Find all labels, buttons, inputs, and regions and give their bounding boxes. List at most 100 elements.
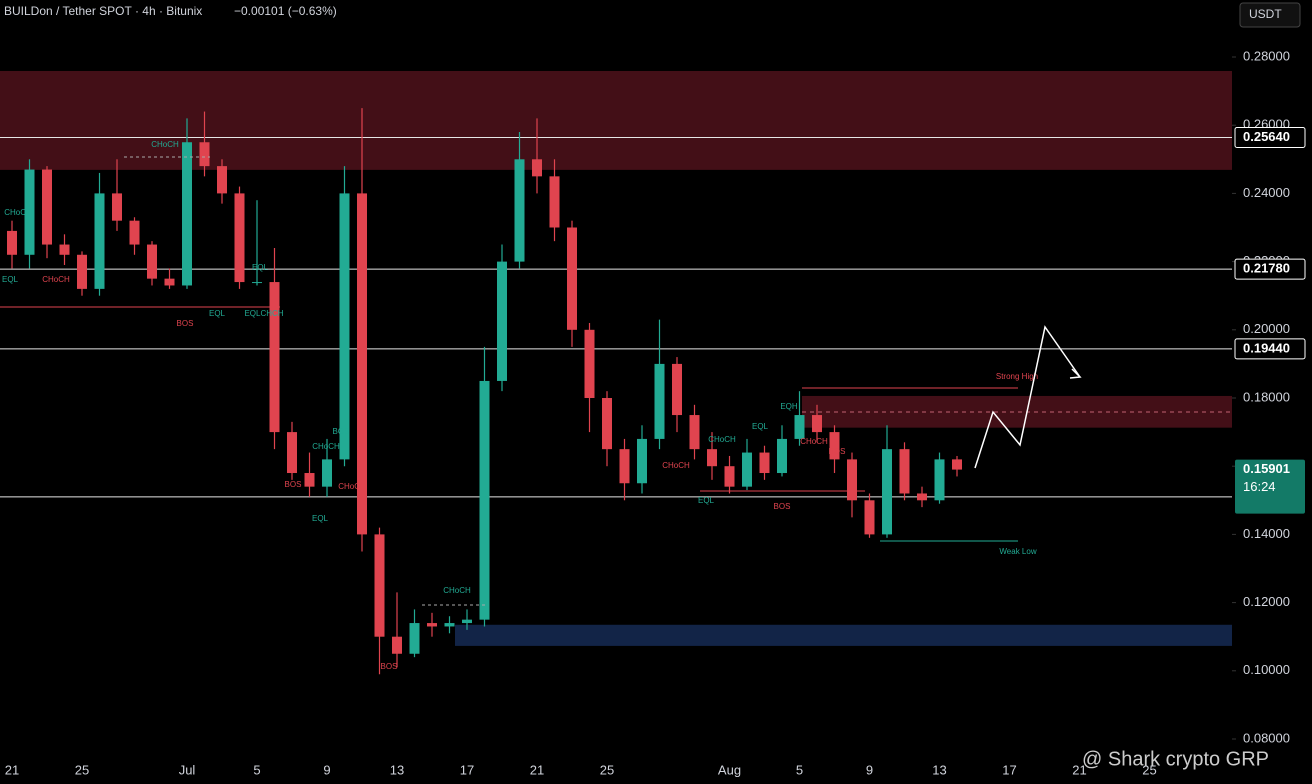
annotation: CHoCH <box>662 461 690 470</box>
annotation: EQL <box>698 496 715 505</box>
y-tick-label: 0.24000 <box>1243 185 1290 200</box>
candle-body <box>934 459 945 501</box>
countdown-label: 16:24 <box>1243 479 1276 494</box>
candle-body <box>759 452 770 474</box>
x-tick-label: 13 <box>390 762 404 777</box>
candle-body <box>794 415 805 439</box>
candle-body <box>584 329 595 398</box>
candle-body <box>742 452 752 487</box>
y-tick-label: 0.10000 <box>1243 662 1290 677</box>
candle-body <box>129 220 140 245</box>
structure-lines <box>0 156 1232 606</box>
annotation: EQH <box>780 402 798 411</box>
x-tick-label: 21 <box>530 762 544 777</box>
annotation: EQL <box>2 275 19 284</box>
zone <box>802 395 1232 428</box>
candle-body <box>234 193 245 283</box>
annotation: CHoCH <box>443 586 471 595</box>
x-tick-label: 9 <box>323 762 330 777</box>
watermark: @ Shark crypto GRP <box>1082 748 1269 770</box>
x-tick-label: 5 <box>253 762 260 777</box>
candle-body <box>77 254 87 289</box>
candle-body <box>252 282 262 284</box>
x-tick-label: Jul <box>179 762 196 777</box>
candle-body <box>549 176 560 228</box>
x-tick-label: 17 <box>460 762 474 777</box>
annotation: CHoCH <box>708 435 736 444</box>
candle-body <box>847 459 857 501</box>
annotation: Strong High <box>996 372 1038 381</box>
annotation: CHoCH <box>312 442 340 451</box>
candle-body <box>94 193 105 289</box>
candle-body <box>619 449 630 484</box>
x-tick-label: 25 <box>600 762 614 777</box>
candle-body <box>532 159 542 177</box>
candle-body <box>42 169 52 245</box>
x-tick-label: 17 <box>1002 762 1016 777</box>
annotation: CHoCH <box>151 140 179 149</box>
candle-body <box>444 623 455 627</box>
x-tick-label: 5 <box>796 762 803 777</box>
level-label-box <box>1234 126 1306 148</box>
candle-body <box>462 619 472 624</box>
annotation: CHoCH <box>800 437 828 446</box>
candle-body <box>59 244 70 255</box>
candle-body <box>269 282 280 433</box>
level-label: 0.19440 <box>1243 340 1290 355</box>
candle-body <box>899 449 910 494</box>
annotation: BOS <box>285 480 302 489</box>
annotation: EQL <box>312 514 329 523</box>
candle-body <box>637 438 647 484</box>
annotation: BOS <box>774 502 791 511</box>
candle-body <box>147 244 157 279</box>
annotation: EQL <box>752 422 769 431</box>
y-tick-label: 0.12000 <box>1243 594 1290 609</box>
x-tick-label: 21 <box>5 762 19 777</box>
x-tick-label: 25 <box>1142 762 1156 777</box>
candle-body <box>497 261 507 381</box>
y-tick-label: 0.18000 <box>1243 389 1290 404</box>
currency-box[interactable] <box>1239 2 1301 28</box>
candle-body <box>707 449 717 467</box>
x-tick-label: 13 <box>932 762 946 777</box>
currency-label[interactable]: USDT <box>1249 7 1282 21</box>
price-axis: 0.280000.260000.240000.220000.200000.180… <box>1232 30 1312 750</box>
y-tick-label: 0.20000 <box>1243 321 1290 336</box>
y-tick-label: 0.14000 <box>1243 526 1290 541</box>
zone <box>455 624 1232 646</box>
projection-path <box>974 325 1081 469</box>
candle-body <box>164 278 175 286</box>
candle-body <box>339 193 350 460</box>
annotation: BOS <box>333 427 350 436</box>
annotation: CHoCH <box>338 482 366 491</box>
annotation: EQL <box>209 309 226 318</box>
price-change: −0.00101 (−0.63%) <box>234 4 337 18</box>
y-tick-label: 0.08000 <box>1243 730 1290 745</box>
annotation: Weak Low <box>999 547 1036 556</box>
candle-body <box>112 193 122 221</box>
candle-body <box>7 230 17 255</box>
annotation: EQLCHCH <box>244 309 283 318</box>
annotation: CHoCH <box>4 208 32 217</box>
last-price-box <box>1235 459 1305 514</box>
candle-body <box>689 415 700 450</box>
projection-arrowhead <box>1069 368 1082 379</box>
candle-body <box>479 380 490 620</box>
annotation: BOS <box>177 319 194 328</box>
candle-body <box>917 493 927 501</box>
candle-body <box>182 142 192 286</box>
candle-body <box>24 169 35 255</box>
last-price-label: 0.15901 <box>1243 461 1290 476</box>
candle-body <box>567 227 577 330</box>
x-tick-label: Aug <box>718 762 741 777</box>
axis-background <box>1232 30 1312 750</box>
candle-body <box>724 466 735 487</box>
candle-body <box>829 432 840 460</box>
candle-body <box>374 534 385 637</box>
candle-body <box>514 159 525 262</box>
annotation: BOS <box>381 662 398 671</box>
x-tick-label: 21 <box>1072 762 1086 777</box>
level-label: 0.25640 <box>1243 129 1290 144</box>
candle-body <box>812 415 822 433</box>
candle-body <box>777 438 787 474</box>
